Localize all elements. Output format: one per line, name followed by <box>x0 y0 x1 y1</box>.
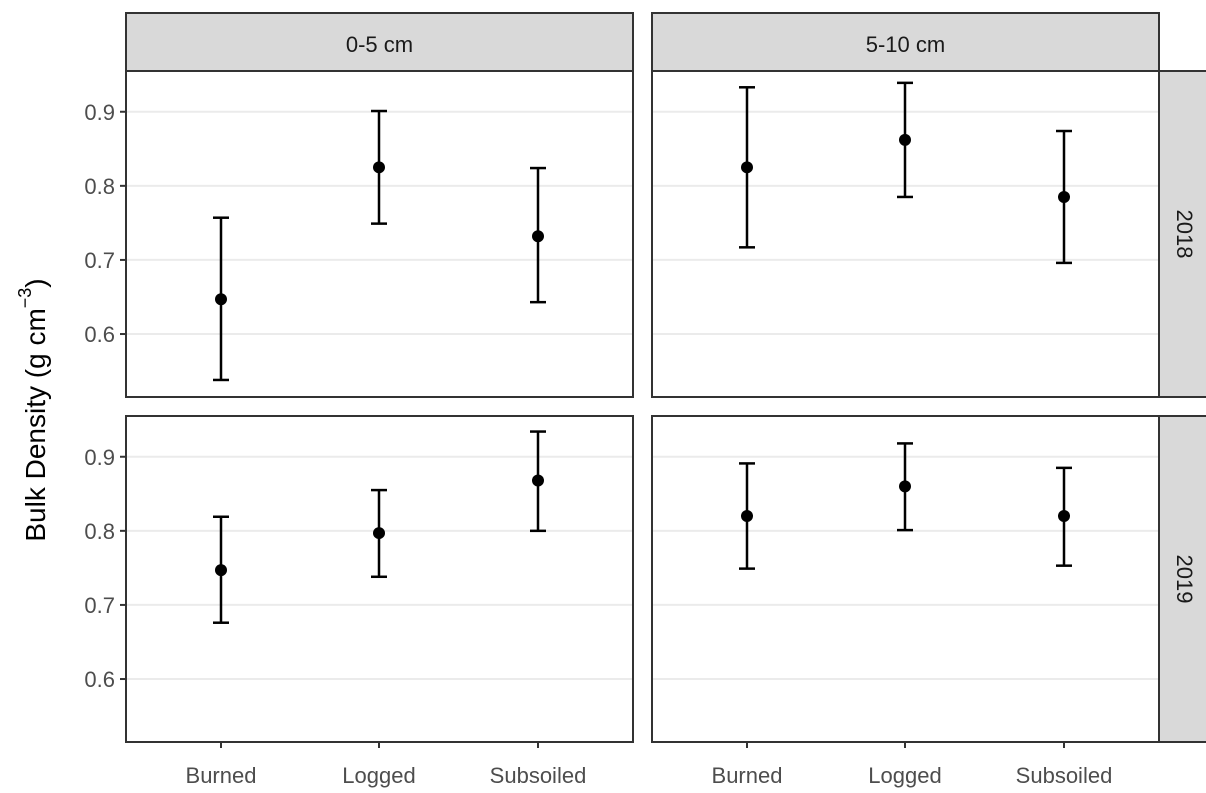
x-tick-label: Logged <box>868 763 941 788</box>
x-tick-label: Logged <box>342 763 415 788</box>
x-tick-label: Subsoiled <box>1016 763 1113 788</box>
data-point <box>899 480 911 493</box>
data-point <box>215 564 227 577</box>
y-axis-title-main: Bulk Density (g cm <box>20 308 51 541</box>
data-point <box>741 161 753 174</box>
y-axis-title: Bulk Density (g cm−3) <box>15 278 51 541</box>
y-tick-label: 0.9 <box>84 445 115 470</box>
row-strip-0: 2018 <box>1158 70 1206 398</box>
x-tick-label: Burned <box>186 763 257 788</box>
y-tick-label: 0.7 <box>84 593 115 618</box>
panel-2019-0-5cm: 0.6 0.7 0.8 0.9 Burned Logged Subsoiled <box>84 415 634 788</box>
data-point <box>373 161 385 174</box>
y-tick-label: 0.6 <box>84 667 115 692</box>
row-strip-label-1: 2019 <box>1172 555 1197 604</box>
data-point <box>1058 190 1070 203</box>
panel-2018-5-10cm <box>651 70 1160 398</box>
panel-border <box>125 415 634 743</box>
panel-border <box>651 70 1160 398</box>
y-tick-label: 0.8 <box>84 519 115 544</box>
data-point <box>532 230 544 243</box>
panel-background <box>126 416 633 742</box>
y-axis-title-close: ) <box>20 278 51 287</box>
column-strip-0: 0-5 cm <box>125 12 634 72</box>
x-tick-label: Burned <box>712 763 783 788</box>
row-strip-label-0: 2018 <box>1172 210 1197 259</box>
y-axis-title-superscript: −3 <box>15 288 35 309</box>
y-tick-label: 0.6 <box>84 322 115 347</box>
panel-border <box>125 70 634 398</box>
data-point <box>373 527 385 540</box>
y-tick-label: 0.7 <box>84 248 115 273</box>
panel-2018-0-5cm: 0.6 0.7 0.8 0.9 <box>84 70 634 398</box>
panels-layer: 0.6 0.7 0.8 0.9 0.6 0.7 0.8 0.9 Burned Logged Subs… <box>84 70 1160 788</box>
row-strip-1: 2019 <box>1158 415 1206 743</box>
panel-2019-5-10cm: Burned Logged Subsoiled <box>651 415 1160 788</box>
data-point <box>215 293 227 306</box>
data-point <box>899 133 911 146</box>
data-point <box>532 474 544 487</box>
column-strip-1: 5-10 cm <box>651 12 1160 72</box>
column-strip-label-0: 0-5 cm <box>346 32 413 57</box>
data-point <box>1058 510 1070 523</box>
column-strip-label-1: 5-10 cm <box>866 32 945 57</box>
x-tick-label: Subsoiled <box>490 763 587 788</box>
data-point <box>741 510 753 523</box>
panel-border <box>651 415 1160 743</box>
y-tick-label: 0.8 <box>84 174 115 199</box>
y-tick-label: 0.9 <box>84 100 115 125</box>
